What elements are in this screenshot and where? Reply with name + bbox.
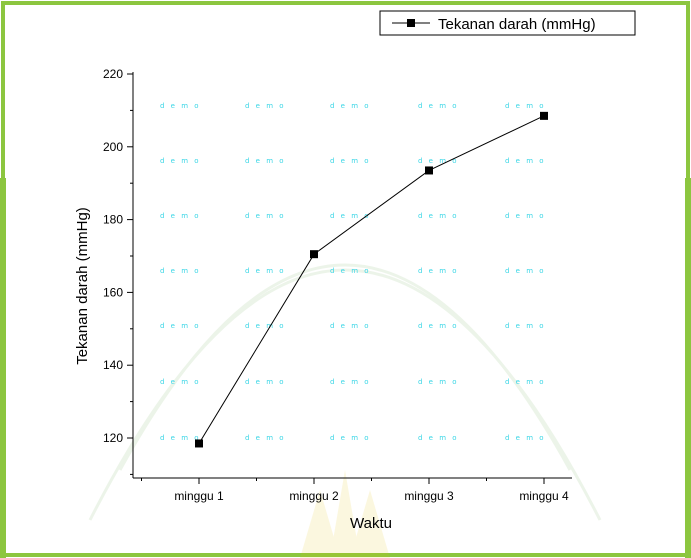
demo-watermark-text: d e m o: [160, 157, 201, 165]
demo-watermark-text: d e m o: [418, 378, 459, 386]
demo-watermark-text: d e m o: [160, 322, 201, 330]
demo-watermark-text: d e m o: [505, 267, 546, 275]
demo-watermark-text: d e m o: [505, 157, 546, 165]
demo-watermark-text: d e m o: [418, 434, 459, 442]
demo-watermark-text: d e m o: [245, 102, 286, 110]
demo-watermark-text: d e m o: [245, 378, 286, 386]
axes: [132, 72, 572, 479]
demo-watermark-text: d e m o: [505, 102, 546, 110]
demo-watermark-text: d e m o: [330, 212, 371, 220]
demo-watermark-grid: d e m o d e m o d e m o d e m o d e m o d e m…: [160, 102, 546, 442]
y-tick-label: 140: [103, 358, 123, 372]
demo-watermark-text: d e m o: [505, 212, 546, 220]
x-axis-title: Waktu: [350, 515, 392, 532]
demo-watermark-text: d e m o: [418, 322, 459, 330]
demo-watermark-text: d e m o: [330, 434, 371, 442]
demo-watermark-text: d e m o: [160, 434, 201, 442]
x-axis-ticks: minggu 1 minggu 2 minggu 3 minggu 4: [141, 478, 569, 503]
demo-watermark-text: d e m o: [245, 434, 286, 442]
legend-marker-icon: [407, 19, 415, 27]
demo-watermark-text: d e m o: [160, 267, 201, 275]
demo-watermark-text: d e m o: [245, 157, 286, 165]
y-axis-ticks: 120 140 160 180 200 220: [103, 67, 133, 475]
demo-watermark-text: d e m o: [418, 267, 459, 275]
demo-watermark-text: d e m o: [505, 378, 546, 386]
legend: Tekanan darah (mmHg): [379, 10, 636, 36]
demo-watermark-text: d e m o: [505, 434, 546, 442]
demo-watermark-text: d e m o: [418, 157, 459, 165]
demo-watermark-text: d e m o: [330, 267, 371, 275]
data-point: [195, 439, 203, 448]
x-tick-label: minggu 1: [174, 489, 224, 503]
demo-watermark-text: d e m o: [418, 102, 459, 110]
demo-watermark-text: d e m o: [160, 378, 201, 386]
data-point: [425, 166, 433, 175]
x-tick-label: minggu 2: [289, 489, 339, 503]
y-tick-label: 180: [103, 213, 123, 227]
data-point: [310, 250, 318, 259]
seal-watermark: [88, 263, 602, 558]
x-tick-label: minggu 4: [519, 489, 569, 503]
y-tick-label: 120: [103, 431, 123, 445]
demo-watermark-text: d e m o: [245, 212, 286, 220]
series-line: [198, 115, 545, 444]
data-point: [540, 111, 548, 120]
demo-watermark-text: d e m o: [160, 212, 201, 220]
demo-watermark-text: d e m o: [330, 378, 371, 386]
demo-watermark-text: d e m o: [160, 102, 201, 110]
demo-watermark-text: d e m o: [330, 157, 371, 165]
demo-watermark-text: d e m o: [245, 322, 286, 330]
demo-watermark-text: d e m o: [505, 322, 546, 330]
x-tick-label: minggu 3: [404, 489, 454, 503]
demo-watermark-text: d e m o: [418, 212, 459, 220]
y-tick-label: 220: [103, 67, 123, 81]
y-tick-label: 200: [103, 140, 123, 154]
y-axis-title: Tekanan darah (mmHg): [74, 207, 91, 365]
demo-watermark-text: d e m o: [330, 102, 371, 110]
demo-watermark-text: d e m o: [245, 267, 286, 275]
demo-watermark-text: d e m o: [330, 322, 371, 330]
series-layer: [195, 111, 548, 448]
legend-label: Tekanan darah (mmHg): [438, 16, 596, 33]
y-tick-label: 160: [103, 285, 123, 299]
